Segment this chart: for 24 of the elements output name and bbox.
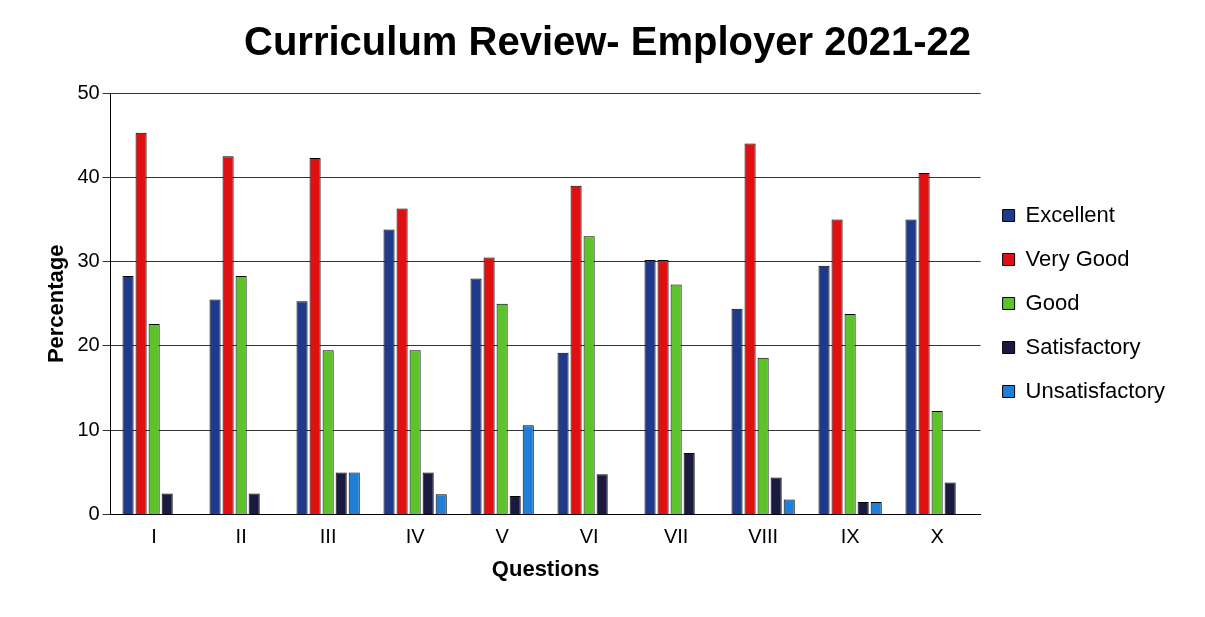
x-tick-label: IV xyxy=(405,525,426,548)
y-tick-label: 0 xyxy=(88,502,100,525)
x-tick-label: VI xyxy=(579,525,599,548)
y-tick-label: 10 xyxy=(77,417,100,440)
y-tick-label: 40 xyxy=(77,164,100,187)
x-tick-label: IX xyxy=(840,525,860,548)
y-tick-label: 30 xyxy=(77,249,100,272)
legend-label: Very Good xyxy=(1025,245,1130,271)
legend-label: Excellent xyxy=(1025,201,1115,227)
legend-label: Satisfactory xyxy=(1025,333,1141,359)
legend-label: Good xyxy=(1025,289,1080,315)
y-axis-title: Percentage xyxy=(43,244,69,364)
x-tick-label: II xyxy=(235,525,247,548)
x-tick-label: V xyxy=(495,525,510,548)
legend-label: Unsatisfactory xyxy=(1025,377,1166,403)
x-axis-title: Questions xyxy=(491,555,600,581)
chart-title: Curriculum Review- Employer 2021-22 xyxy=(244,19,971,64)
x-tick-label: X xyxy=(930,525,944,548)
y-tick-label: 20 xyxy=(77,333,100,356)
x-tick-label: VII xyxy=(663,525,689,548)
y-tick-label: 50 xyxy=(77,80,100,103)
x-tick-label: III xyxy=(319,525,337,548)
x-tick-label: VIII xyxy=(748,525,779,548)
x-tick-label: I xyxy=(151,525,157,548)
